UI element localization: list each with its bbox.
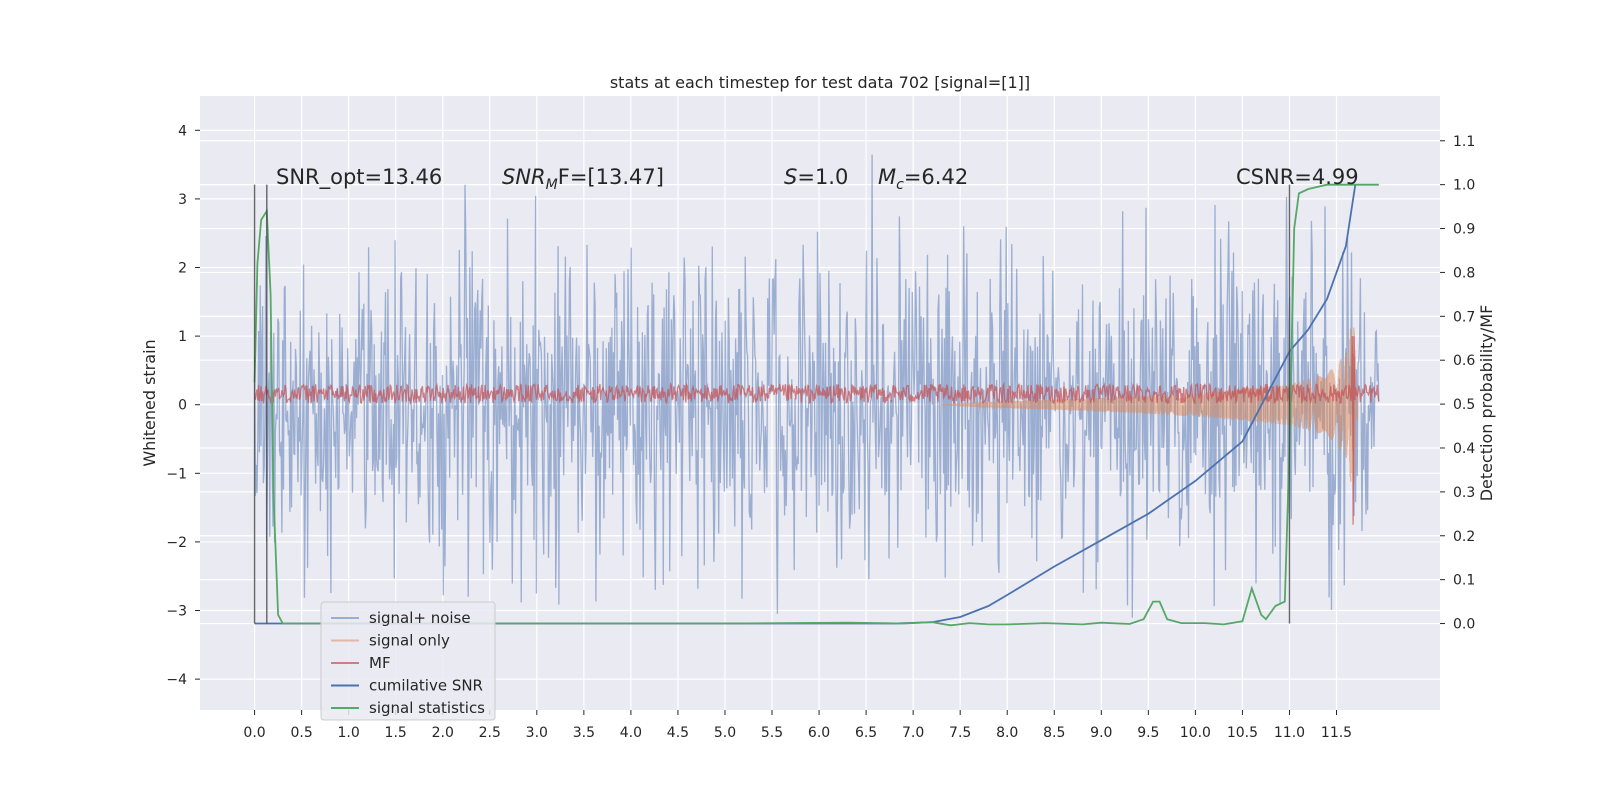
x-tick-label: 1.0 — [338, 725, 360, 741]
x-tick-label: 3.0 — [526, 725, 548, 741]
x-tick-label: 7.5 — [949, 725, 971, 741]
annotation-snr-mf-main: SNR — [502, 165, 546, 189]
x-tick-label: 9.0 — [1090, 725, 1112, 741]
x-tick-label: 5.0 — [714, 725, 736, 741]
y2-tick-label: 0.6 — [1453, 353, 1475, 369]
y-axis-label: Whitened strain — [140, 339, 159, 466]
y2-tick-label: 1.0 — [1453, 178, 1475, 194]
data-layer — [253, 154, 1380, 627]
x-tick-label: 0.5 — [290, 725, 312, 741]
x-tick-label: 5.5 — [761, 725, 783, 741]
tick-labels: 0.0 0.5 1.0 1.5 2.0 2.5 3.0 3.5 4.0 4.5 5.0 5.5 6.0 6… — [166, 123, 1475, 741]
y-tick-label: 4 — [178, 123, 187, 139]
annotation-s-main: S — [784, 165, 797, 189]
y2-tick-label: 1.1 — [1453, 134, 1475, 150]
x-tick-label: 6.5 — [855, 725, 877, 741]
y-tick-label: −4 — [166, 672, 187, 688]
x-tick-label: 11.0 — [1274, 725, 1305, 741]
annotation-snr-opt: SNR_opt=13.46 — [276, 165, 442, 190]
x-tick-label: 4.5 — [667, 725, 689, 741]
y-tick-label: −3 — [166, 604, 187, 620]
y-tick-label: 0 — [178, 398, 187, 414]
x-tick-label: 6.0 — [808, 725, 830, 741]
annotation-csnr: CSNR=4.99 — [1236, 165, 1359, 189]
legend-label: cumilative SNR — [369, 677, 483, 695]
y2-axis-label: Detection probability/MF — [1477, 305, 1496, 502]
x-tick-label: 4.0 — [620, 725, 642, 741]
y-tick-label: 1 — [178, 329, 187, 345]
series-signal-noise — [253, 154, 1380, 618]
x-tick-label: 8.0 — [996, 725, 1018, 741]
annotation-snr-mf-sub: M — [546, 177, 558, 193]
y2-tick-label: 0.2 — [1453, 529, 1475, 545]
x-tick-label: 9.5 — [1137, 725, 1159, 741]
annotation-mc-main: M — [878, 165, 896, 189]
x-tick-label: 11.5 — [1321, 725, 1352, 741]
y2-tick-label: 0.8 — [1453, 265, 1475, 281]
legend-label: signal statistics — [369, 699, 485, 717]
y2-tick-label: 0.3 — [1453, 485, 1475, 501]
y-tick-label: −1 — [166, 466, 187, 482]
annotation-snr-mf: SNRMF=[13.47] — [502, 165, 664, 193]
chart-title: stats at each timestep for test data 702… — [610, 73, 1030, 92]
annotation-mc-rest: =6.42 — [904, 165, 968, 189]
series-cumulative-snr — [254, 184, 1357, 625]
vertical-markers — [253, 184, 1291, 624]
x-tick-label: 7.0 — [902, 725, 924, 741]
legend: signal+ noise signal only MF cumilative SNR… — [320, 601, 496, 721]
y-tick-label: −2 — [166, 535, 187, 551]
y2-tick-label: 0.1 — [1453, 573, 1475, 589]
annotation-mc-sub: c — [896, 177, 904, 193]
annotation-s-rest: =1.0 — [797, 165, 848, 189]
legend-label: signal only — [369, 632, 450, 650]
y2-tick-label: 0.0 — [1453, 617, 1475, 633]
annotation-mc: Mc=6.42 — [878, 165, 968, 193]
x-tick-label: 2.5 — [479, 725, 501, 741]
annotation-snr-mf-rest: F=[13.47] — [558, 165, 664, 189]
legend-label: signal+ noise — [369, 609, 471, 627]
annotation-s: S=1.0 — [784, 165, 848, 189]
legend-items: signal+ noise signal only MF cumilative SNR… — [331, 609, 485, 717]
x-tick-label: 8.5 — [1043, 725, 1065, 741]
series-signal-statistics — [253, 183, 1379, 627]
y-tick-label: 3 — [178, 192, 187, 208]
y2-tick-label: 0.7 — [1453, 309, 1475, 325]
x-tick-label: 1.5 — [385, 725, 407, 741]
x-tick-label: 10.0 — [1180, 725, 1211, 741]
y-tick-label: 2 — [178, 261, 187, 277]
legend-box — [320, 601, 496, 721]
y2-tick-label: 0.5 — [1453, 397, 1475, 413]
x-tick-label: 10.5 — [1227, 725, 1258, 741]
x-tick-label: 3.5 — [573, 725, 595, 741]
legend-label: MF — [369, 654, 391, 672]
y2-tick-label: 0.9 — [1453, 222, 1475, 238]
x-tick-label: 2.0 — [432, 725, 454, 741]
y2-tick-label: 0.4 — [1453, 441, 1475, 457]
x-tick-label: 0.0 — [243, 725, 265, 741]
series-mf — [253, 336, 1380, 525]
